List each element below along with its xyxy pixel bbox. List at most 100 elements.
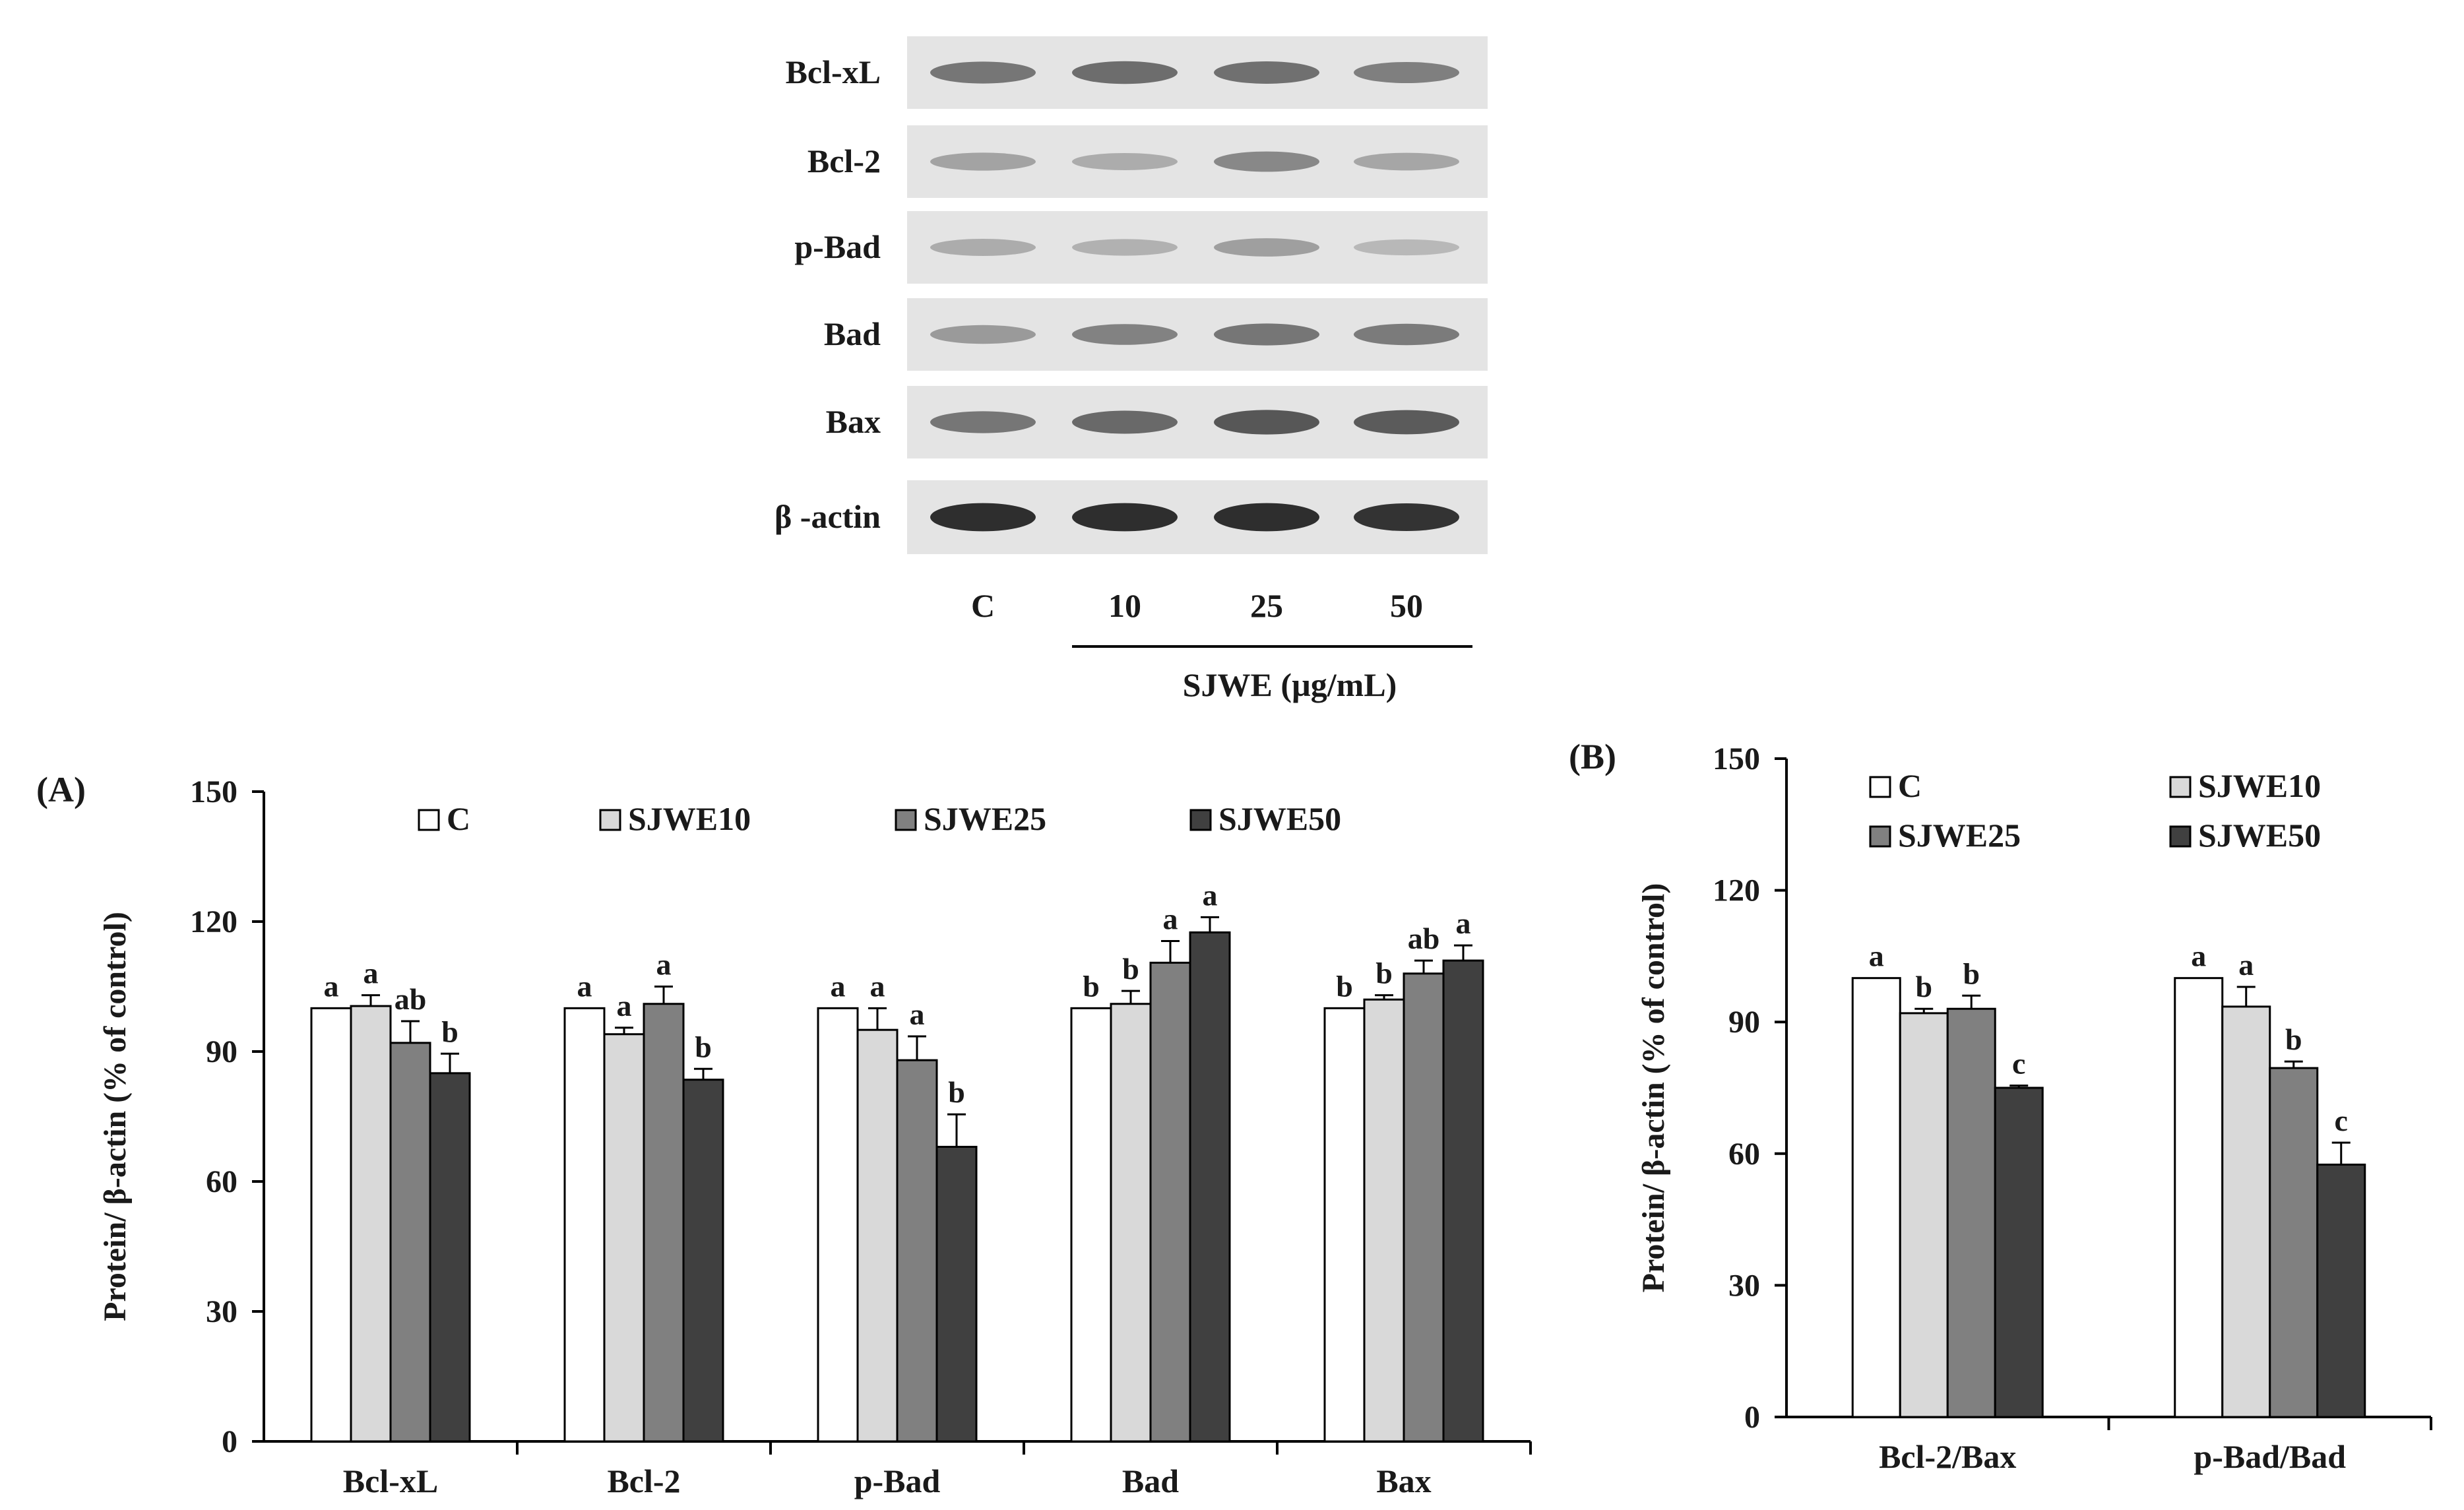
bar-sjwe10-p-bad — [856, 1028, 899, 1443]
significance-letter: b — [948, 1075, 965, 1109]
blot-protein-label: Bcl-xL — [786, 53, 881, 90]
blot-band-bcl-xl-25 — [1214, 61, 1319, 84]
bar-sjwe25-bad — [1149, 961, 1191, 1443]
blot-band-p-bad-10 — [1072, 239, 1178, 256]
significance-letter: a — [870, 969, 885, 1003]
blot-band-bax-25 — [1214, 410, 1319, 435]
legend-label-sjwe50: SJWE50 — [2198, 817, 2321, 854]
bar-sjwe25-bax — [1403, 972, 1445, 1443]
significance-letter: c — [2335, 1104, 2348, 1137]
y-tick-label: 90 — [206, 1034, 237, 1069]
blot-band-bax-50 — [1354, 410, 1459, 435]
y-tick-label: 30 — [206, 1294, 237, 1329]
legend-label-sjwe10: SJWE10 — [2198, 767, 2321, 804]
blot-band-bad-25 — [1214, 323, 1319, 346]
legend-label-sjwe50: SJWE50 — [1218, 800, 1341, 837]
legend-swatch-sjwe25 — [1869, 825, 1891, 848]
blot-band-p-bad-25 — [1214, 238, 1319, 257]
bar-c-p-bad-bad — [2174, 977, 2224, 1418]
blot-band-actin-10 — [1072, 503, 1178, 532]
x-category-label: Bcl-xL — [343, 1463, 438, 1499]
y-tick-label: 150 — [1713, 741, 1760, 776]
bar-c-bax — [1323, 1007, 1366, 1443]
blot-band-bcl-2-25 — [1214, 151, 1319, 172]
blot-band-actin-25 — [1214, 503, 1319, 532]
significance-letter: a — [1456, 906, 1471, 940]
western-blot: Bcl-xL Bcl-2 p-Bad Bad Bax β -actin C 10 25 50 SJW… — [774, 36, 1488, 703]
legend-label-sjwe25: SJWE25 — [924, 800, 1046, 837]
blot-band-bcl-xl-10 — [1072, 61, 1178, 84]
bar-sjwe10-bcl-2-bax — [1899, 1012, 1949, 1418]
blot-band-bcl-2-50 — [1354, 152, 1459, 171]
significance-letter: a — [577, 969, 592, 1003]
x-category-label: Bax — [1376, 1463, 1431, 1499]
bar-sjwe50-p-bad-bad — [2316, 1163, 2366, 1418]
bar-sjwe25-bcl-2 — [643, 1003, 685, 1443]
blot-band-p-bad-c — [930, 239, 1036, 256]
significance-letter: a — [617, 989, 632, 1022]
y-tick-label: 0 — [1744, 1400, 1760, 1435]
blot-band-bcl-xl-c — [930, 61, 1036, 84]
chart-panel-b: (B) 0 30 60 90 120 150 Protein/ β-actin (% of c… — [1569, 737, 2432, 1475]
bar-sjwe25-bcl-xl — [389, 1042, 431, 1443]
bar-c-bad — [1070, 1007, 1112, 1443]
y-tick-label: 120 — [1713, 873, 1760, 908]
blot-protein-label: Bad — [824, 315, 881, 352]
blot-band-actin-c — [930, 503, 1036, 532]
legend-label-c: C — [1898, 767, 1922, 804]
y-tick-label: 60 — [1728, 1137, 1760, 1172]
legend-swatch-c — [418, 809, 440, 831]
blot-protein-label: p-Bad — [794, 228, 881, 265]
significance-letter: a — [1163, 902, 1178, 936]
blot-band-actin-50 — [1354, 503, 1459, 532]
significance-letter: b — [1083, 969, 1100, 1003]
legend-label-sjwe25: SJWE25 — [1898, 817, 2021, 854]
y-axis-label: Protein/ β-actin (% of control) — [98, 912, 133, 1321]
y-tick-label: 120 — [190, 904, 237, 939]
legend-swatch-sjwe10 — [2169, 776, 2192, 798]
bar-sjwe25-bcl-2-bax — [1946, 1007, 1996, 1418]
significance-letter: a — [910, 997, 925, 1031]
x-category-label: Bcl-2/Bax — [1879, 1438, 2016, 1475]
blot-lane-label: 10 — [1108, 587, 1141, 624]
blot-band-bax-c — [930, 411, 1036, 433]
bar-c-bcl-2-bax — [1851, 977, 1901, 1418]
bar-sjwe50-p-bad — [935, 1145, 978, 1443]
blot-lane-label: 25 — [1250, 587, 1283, 624]
significance-letter: b — [1122, 952, 1139, 986]
panel-label: (B) — [1569, 737, 1616, 776]
blot-protein-label: Bax — [826, 403, 881, 440]
x-category-label: Bcl-2 — [607, 1463, 680, 1499]
bar-sjwe50-bcl-2 — [682, 1079, 724, 1443]
x-category-label: Bad — [1122, 1463, 1179, 1499]
bar-sjwe10-bad — [1110, 1003, 1152, 1443]
significance-letter: c — [2012, 1047, 2025, 1081]
blot-band-bax-10 — [1072, 410, 1178, 434]
blot-band-bcl-2-c — [930, 152, 1036, 171]
bar-c-bcl-xl — [310, 1007, 352, 1443]
y-tick-label: 150 — [190, 774, 237, 809]
blot-band-bad-50 — [1354, 323, 1459, 346]
blot-band-p-bad-50 — [1354, 239, 1459, 256]
significance-letter: b — [1963, 957, 1980, 990]
significance-letter: a — [656, 948, 672, 982]
bar-sjwe25-p-bad — [896, 1059, 938, 1443]
blot-band-bcl-2-10 — [1072, 153, 1178, 170]
bar-sjwe50-bcl-xl — [429, 1072, 471, 1443]
y-tick-label: 0 — [222, 1424, 237, 1459]
y-tick-label: 90 — [1728, 1005, 1760, 1040]
significance-letter: a — [363, 957, 379, 990]
bar-sjwe50-bad — [1189, 931, 1231, 1443]
significance-letter: a — [831, 969, 846, 1003]
blot-lane-label: C — [971, 587, 995, 624]
bar-sjwe10-bcl-2 — [603, 1033, 645, 1443]
legend-swatch-sjwe25 — [895, 809, 917, 831]
bar-c-p-bad — [817, 1007, 859, 1443]
treatment-label: SJWE (µg/mL) — [1183, 666, 1397, 703]
significance-letter: b — [441, 1015, 458, 1048]
significance-letter: ab — [1408, 922, 1440, 955]
legend-swatch-c — [1869, 776, 1891, 798]
blot-band-bcl-xl-50 — [1354, 62, 1459, 83]
significance-letter: b — [2285, 1022, 2302, 1056]
